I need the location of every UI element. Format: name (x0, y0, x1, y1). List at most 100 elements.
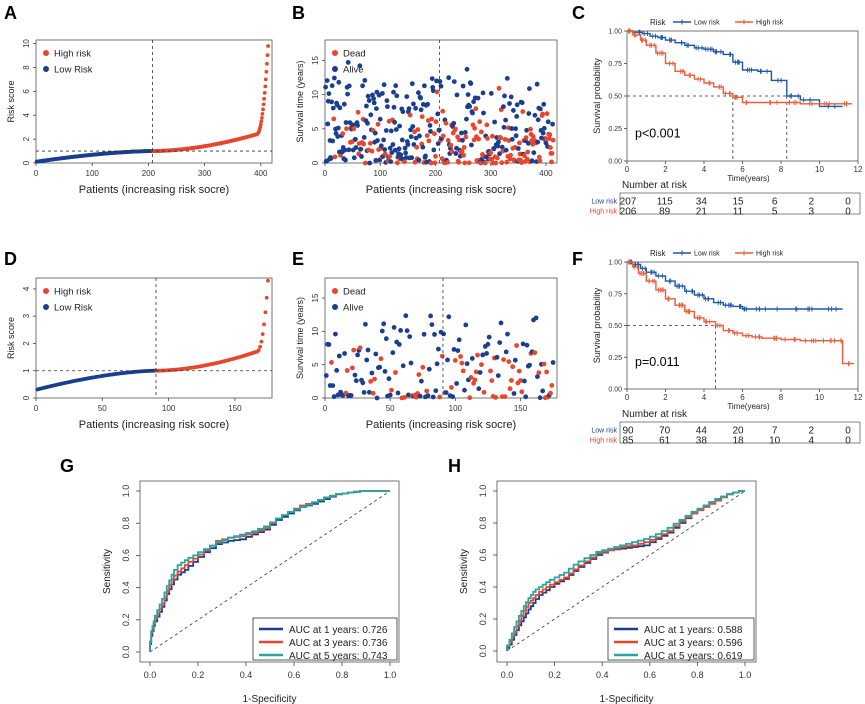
alive-point (529, 158, 535, 164)
alive-point (534, 81, 540, 87)
alive-point (364, 357, 370, 363)
high-risk-point (263, 310, 268, 315)
alive-point (373, 158, 379, 163)
alive-point (455, 348, 461, 353)
alive-point (540, 388, 546, 394)
y-tick-label: 0.00 (608, 159, 622, 166)
alive-point (467, 104, 473, 109)
dead-point (517, 140, 522, 146)
dead-point (493, 395, 499, 400)
alive-point (393, 83, 399, 89)
alive-point (380, 91, 385, 96)
x-tick-label: 2 (663, 393, 668, 402)
alive-point (362, 78, 368, 83)
alive-point (382, 147, 388, 152)
alive-point (524, 342, 530, 348)
alive-point (363, 321, 368, 327)
alive-point (403, 313, 409, 319)
alive-point (325, 121, 331, 127)
dead-point (460, 368, 466, 374)
alive-point (515, 146, 521, 151)
panel-label-b: B (292, 3, 305, 23)
alive-point (383, 336, 389, 342)
dead-point (439, 353, 445, 359)
alive-point (437, 79, 443, 84)
alive-point (329, 83, 335, 89)
dead-point (340, 131, 346, 137)
dead-point (448, 142, 454, 148)
x-tick-label: 200 (429, 169, 443, 178)
alive-point (475, 95, 481, 101)
y-tick-label: 4 (22, 112, 31, 117)
alive-point (484, 351, 489, 356)
dead-point (434, 89, 440, 95)
x-tick-label: 100 (374, 169, 388, 178)
alive-point (443, 390, 449, 395)
high-risk-point (262, 322, 266, 327)
x-tick-label: 50 (98, 404, 107, 413)
alive-point (525, 140, 531, 146)
x-tick-label: 200 (142, 169, 156, 178)
high-risk-point (265, 61, 269, 66)
roc-curve-5-year (506, 490, 745, 651)
dead-point (530, 134, 536, 139)
alive-point (429, 76, 435, 81)
alive-point (538, 106, 543, 112)
dead-point (389, 387, 394, 393)
y-tick-label: 1.00 (608, 260, 622, 267)
alive-point (543, 140, 549, 146)
alive-point (400, 363, 406, 369)
dead-point (449, 149, 455, 154)
alive-point (430, 88, 436, 94)
panel-label-g: G (60, 456, 74, 476)
number-at-risk-value: 7 (772, 426, 778, 437)
alive-point (469, 142, 474, 148)
p-value-label: p<0.001 (635, 127, 681, 141)
alive-point (501, 104, 506, 110)
high-risk-curve (627, 261, 855, 365)
alive-point (394, 93, 400, 99)
x-tick-label: 2 (663, 165, 668, 174)
alive-point (495, 143, 501, 149)
alive-point (509, 126, 515, 131)
number-at-risk-value: 0 (845, 197, 851, 208)
x-tick-label: 0 (34, 169, 39, 178)
high-risk-point (265, 53, 270, 57)
dead-point (544, 111, 550, 117)
alive-point (526, 111, 532, 116)
alive-point (501, 124, 507, 130)
dead-point (502, 137, 508, 142)
alive-point (464, 116, 469, 122)
number-at-risk-row-label: High risk (590, 438, 618, 445)
dead-point (382, 151, 388, 157)
x-axis-label: 1-Specificity (600, 694, 654, 704)
y-tick-label: 1.00 (608, 29, 622, 36)
alive-point (373, 351, 379, 357)
x-tick-label: 0 (323, 169, 328, 178)
alive-point (454, 92, 460, 98)
alive-point (509, 136, 515, 142)
dead-point (547, 132, 553, 138)
x-axis-label: Patients (increasing risk socre) (366, 419, 516, 431)
dead-point (433, 153, 438, 159)
alive-point (411, 101, 416, 107)
alive-point (335, 134, 341, 139)
dead-point (488, 150, 494, 156)
dead-point (428, 160, 434, 166)
legend-low-label: Low risk (694, 20, 720, 27)
alive-point (353, 145, 359, 150)
alive-point (503, 349, 509, 355)
dead-point (508, 152, 513, 158)
legend-label: AUC at 5 years: 0.619 (644, 651, 743, 662)
high-risk-point (259, 119, 264, 124)
number-at-risk-value: 207 (620, 197, 637, 208)
alive-point (395, 390, 401, 396)
dead-point (416, 372, 422, 377)
alive-point (406, 106, 412, 111)
roc-curve-5-year (149, 490, 390, 652)
y-tick-label: 1 (22, 368, 31, 373)
alive-point (353, 378, 359, 384)
x-tick-label: 150 (228, 404, 242, 413)
alive-point (417, 393, 423, 399)
alive-point (323, 84, 328, 90)
